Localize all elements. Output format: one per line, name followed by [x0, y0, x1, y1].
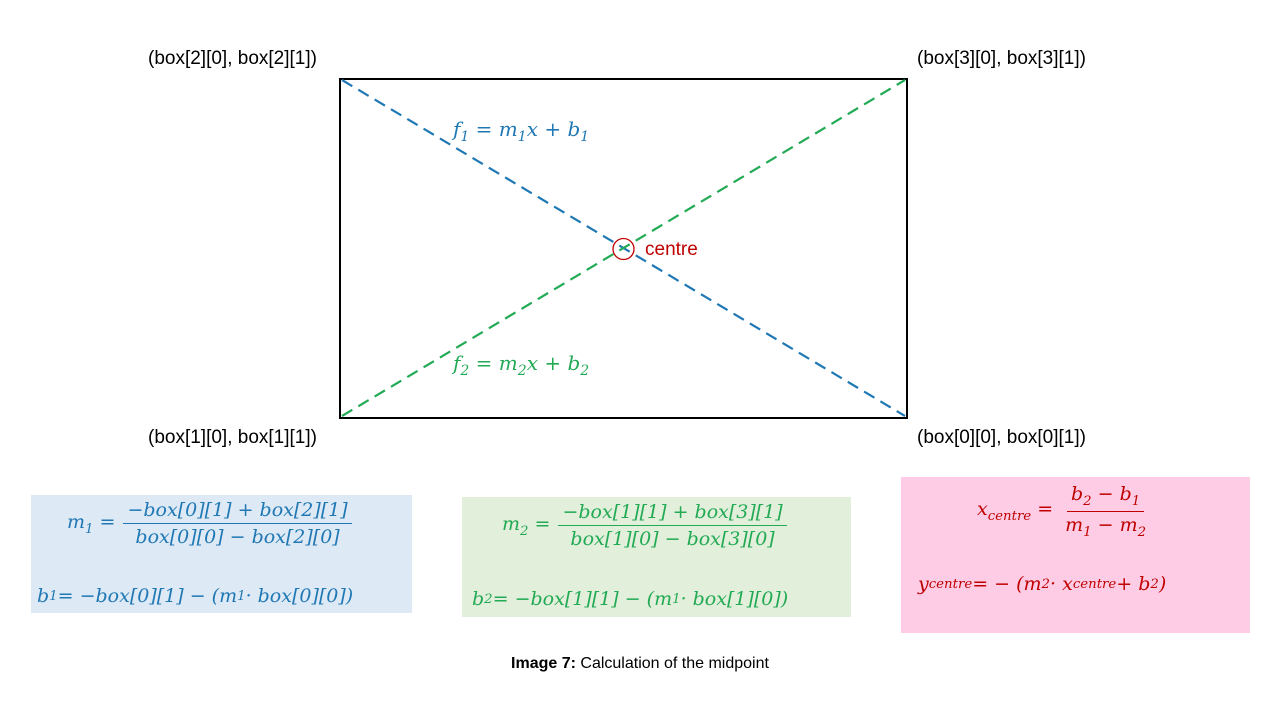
- m2-b2-formula-box: m2 = −box[1][1] + box[3][1] box[1][0] − …: [462, 497, 851, 617]
- m1-numerator: −box[0][1] + box[2][1]: [123, 499, 352, 524]
- m1-formula: m1 = −box[0][1] + box[2][1] box[0][0] − …: [67, 499, 352, 548]
- m1-denominator: box[0][0] − box[2][0]: [135, 526, 340, 548]
- f1-equation-label: f1 = m1x + b1: [453, 117, 590, 145]
- centre-formula-box: xcentre = b2 − b1 m1 − m2 y centre = − (m…: [901, 477, 1250, 633]
- centre-marker-circle: [612, 237, 635, 261]
- corner-label-bottom-left: (box[1][0], box[1][1]): [148, 427, 317, 448]
- m2-formula: m2 = −box[1][1] + box[3][1] box[1][0] − …: [502, 501, 787, 550]
- corner-label-top-left: (box[2][0], box[2][1]): [148, 48, 317, 69]
- centre-label: centre: [645, 239, 698, 260]
- x-centre-formula: xcentre = b2 − b1 m1 − m2: [977, 483, 1150, 540]
- caption-text: Calculation of the midpoint: [575, 655, 769, 672]
- corner-label-top-right: (box[3][0], box[3][1]): [917, 48, 1086, 69]
- m1-b1-formula-box: m1 = −box[0][1] + box[2][1] box[0][0] − …: [31, 495, 412, 613]
- diagonal-f2-line: [341, 79, 906, 417]
- x-centre-numerator: b2 − b1: [1066, 483, 1145, 512]
- figure-caption: Image 7: Calculation of the midpoint: [0, 655, 1280, 673]
- bounding-box-rect: [339, 78, 908, 419]
- corner-label-bottom-right: (box[0][0], box[0][1]): [917, 427, 1086, 448]
- f2-equation-label: f2 = m2x + b2: [453, 351, 590, 379]
- m2-numerator: −box[1][1] + box[3][1]: [558, 501, 787, 526]
- x-centre-denominator: m1 − m2: [1065, 513, 1147, 540]
- y-centre-formula: y centre = − (m 2 · x centre + b 2): [918, 573, 1167, 595]
- m2-denominator: box[1][0] − box[3][0]: [570, 528, 775, 550]
- caption-label: Image 7:: [511, 655, 576, 672]
